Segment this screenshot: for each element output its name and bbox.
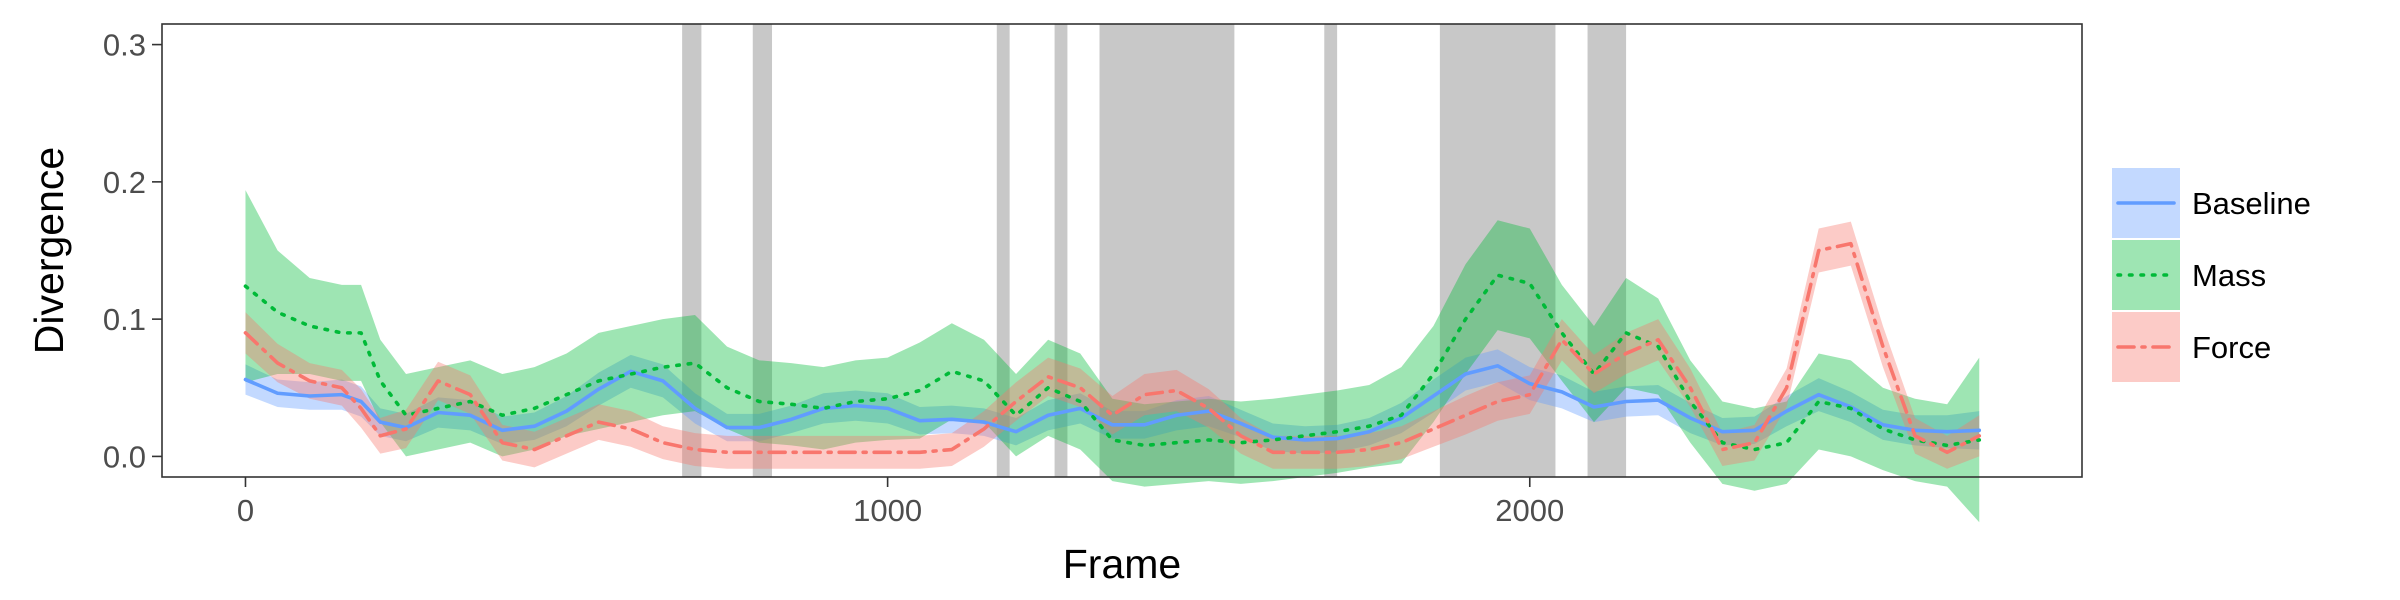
y-tick-label-3: 0.3 [103,28,146,63]
x-tick-label-1000: 1000 [853,493,922,528]
band-mass [245,190,1980,523]
y-axis-title: Divergence [26,147,72,354]
x-axis-title: Frame [1063,541,1181,587]
shaded-interval-3 [996,24,1010,477]
x-tick-label-2000: 2000 [1495,493,1564,528]
y-tick-label-2: 0.2 [103,165,146,200]
axes: 0 1000 2000 0.0 0.1 0.2 0.3 [103,28,1564,528]
series-lines [243,241,1982,455]
x-tick-label-0: 0 [237,493,254,528]
shaded-interval-4 [1054,24,1068,477]
shaded-interval-5 [1099,24,1235,477]
legend-key-bg-mass [2112,240,2180,310]
legend-label-baseline: Baseline [2192,186,2311,221]
band-baseline [245,349,1980,454]
y-tick-label-1: 0.1 [103,302,146,337]
shaded-interval-2 [752,24,773,477]
confidence-bands [245,190,1980,523]
shaded-interval-7 [1439,24,1556,477]
y-tick-label-0: 0.0 [103,439,146,474]
shaded-interval-6 [1324,24,1338,477]
legend-key-mass [2112,240,2180,310]
shaded-intervals [682,24,1627,477]
line-baseline [243,364,1982,442]
line-force [243,241,1982,455]
legend: Baseline Mass Force [2112,168,2311,382]
plot-panel-border [161,23,2083,478]
band-force [245,221,1980,469]
legend-label-force: Force [2192,330,2271,365]
legend-label-mass: Mass [2192,258,2266,293]
